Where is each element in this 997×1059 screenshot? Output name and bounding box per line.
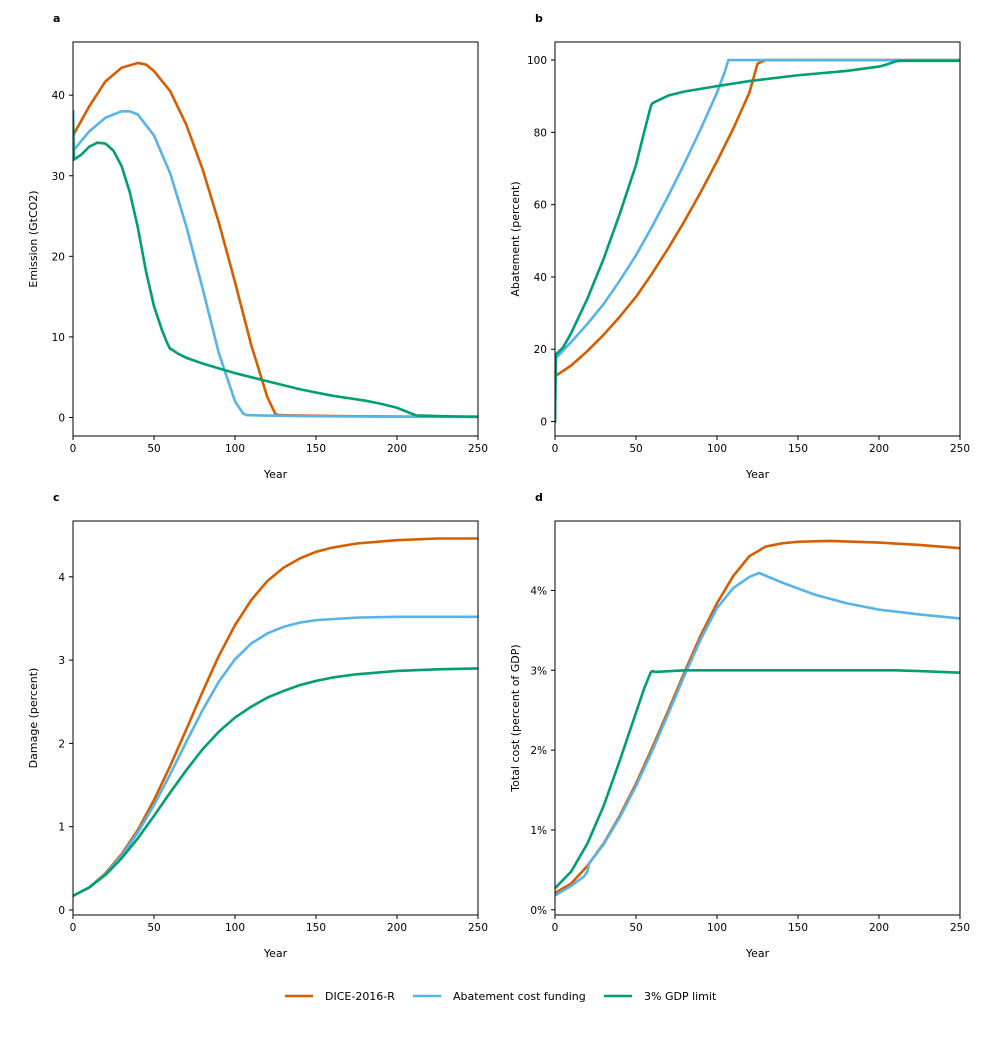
x-tick-label: 200 xyxy=(869,922,889,934)
y-tick-label: 100 xyxy=(527,55,547,67)
x-tick-label: 50 xyxy=(147,922,160,934)
legend-label: Abatement cost funding xyxy=(453,990,586,1003)
legend-item: 3% GDP limit xyxy=(604,990,717,1003)
x-tick-label: 100 xyxy=(707,443,727,455)
series-line-dice-2016-r xyxy=(555,58,960,378)
x-tick-label: 150 xyxy=(788,922,808,934)
series-group xyxy=(555,58,960,423)
y-tick-label: 30 xyxy=(52,171,65,183)
axes-frame xyxy=(72,520,479,916)
x-axis-label: Year xyxy=(745,947,770,960)
x-axis-label: Year xyxy=(263,468,288,481)
series-group xyxy=(73,61,478,419)
x-tick-label: 100 xyxy=(225,922,245,934)
axes-frame xyxy=(72,41,479,437)
panel-label: c xyxy=(53,491,60,504)
y-axis-label: Emission (GtCO2) xyxy=(27,190,40,287)
legend: DICE-2016-R Abatement cost funding 3% GDP … xyxy=(285,990,717,1003)
series-line-abatement-cost-funding xyxy=(73,615,478,898)
x-tick-label: 250 xyxy=(468,922,488,934)
series-line-3-gdp-limit xyxy=(555,669,960,891)
legend-label: 3% GDP limit xyxy=(644,990,717,1003)
x-tick-label: 100 xyxy=(225,443,245,455)
x-tick-label: 50 xyxy=(147,443,160,455)
y-axis-label: Total cost (percent of GDP) xyxy=(509,644,522,792)
y-tick-label: 80 xyxy=(534,127,547,139)
panel-a: a 0 50 100 150 200 250 0 10 20 30 40 Year Emission (G… xyxy=(27,12,488,481)
legend-item: Abatement cost funding xyxy=(413,990,586,1003)
x-tick-label: 250 xyxy=(950,443,970,455)
panel-label: a xyxy=(53,12,60,25)
legend-item: DICE-2016-R xyxy=(285,990,395,1003)
legend-label: DICE-2016-R xyxy=(325,990,395,1003)
x-tick-label: 150 xyxy=(306,922,326,934)
y-tick-label: 2% xyxy=(530,745,547,757)
y-tick-label: 0% xyxy=(530,905,547,917)
series-group xyxy=(73,537,478,898)
x-tick-label: 100 xyxy=(707,922,727,934)
panel-label: d xyxy=(535,491,543,504)
x-tick-label: 150 xyxy=(788,443,808,455)
series-group xyxy=(555,539,960,897)
series-line-3-gdp-limit xyxy=(73,667,478,898)
y-tick-label: 1 xyxy=(58,822,65,834)
y-tick-label: 20 xyxy=(534,344,547,356)
y-axis-label: Damage (percent) xyxy=(27,668,40,769)
x-axis-label: Year xyxy=(263,947,288,960)
y-axis-label: Abatement (percent) xyxy=(509,181,522,296)
x-tick-label: 200 xyxy=(869,443,889,455)
y-tick-label: 40 xyxy=(534,272,547,284)
axes-frame xyxy=(554,520,961,916)
panel-b: b 0 50 100 150 200 250 0 20 40 60 80 100 Year Abatemen… xyxy=(509,12,970,481)
y-tick-label: 60 xyxy=(534,200,547,212)
y-tick-label: 2 xyxy=(58,738,65,750)
x-tick-label: 250 xyxy=(468,443,488,455)
y-tick-label: 4% xyxy=(530,585,547,597)
x-tick-label: 0 xyxy=(552,922,559,934)
x-tick-label: 200 xyxy=(387,443,407,455)
y-tick-label: 3 xyxy=(58,655,65,667)
x-tick-label: 50 xyxy=(629,922,642,934)
y-tick-label: 0 xyxy=(58,412,65,424)
y-tick-label: 1% xyxy=(530,825,547,837)
x-tick-label: 250 xyxy=(950,922,970,934)
x-tick-label: 150 xyxy=(306,443,326,455)
y-tick-label: 20 xyxy=(52,251,65,263)
y-tick-label: 40 xyxy=(52,90,65,102)
panel-c: c 0 50 100 150 200 250 0 1 2 3 4 Year Damage (percent… xyxy=(27,491,488,960)
series-line-abatement-cost-funding xyxy=(73,109,478,419)
series-line-abatement-cost-funding xyxy=(555,58,960,423)
y-tick-label: 0 xyxy=(58,905,65,917)
x-axis-label: Year xyxy=(745,468,770,481)
series-line-dice-2016-r xyxy=(73,61,478,419)
y-tick-label: 4 xyxy=(58,572,65,584)
y-tick-label: 3% xyxy=(530,665,547,677)
axes-frame xyxy=(554,41,961,437)
panel-d: d 0 50 100 150 200 250 0% 1% 2% 3% 4% Year Total cost… xyxy=(509,491,970,960)
x-tick-label: 0 xyxy=(70,922,77,934)
series-line-dice-2016-r xyxy=(555,539,960,895)
panel-label: b xyxy=(535,12,543,25)
series-line-abatement-cost-funding xyxy=(555,571,960,897)
y-tick-label: 0 xyxy=(540,417,547,429)
series-line-3-gdp-limit xyxy=(555,59,960,423)
x-tick-label: 0 xyxy=(552,443,559,455)
series-line-3-gdp-limit xyxy=(73,109,478,418)
x-tick-label: 0 xyxy=(70,443,77,455)
x-tick-label: 50 xyxy=(629,443,642,455)
y-tick-label: 10 xyxy=(52,332,65,344)
x-tick-label: 200 xyxy=(387,922,407,934)
